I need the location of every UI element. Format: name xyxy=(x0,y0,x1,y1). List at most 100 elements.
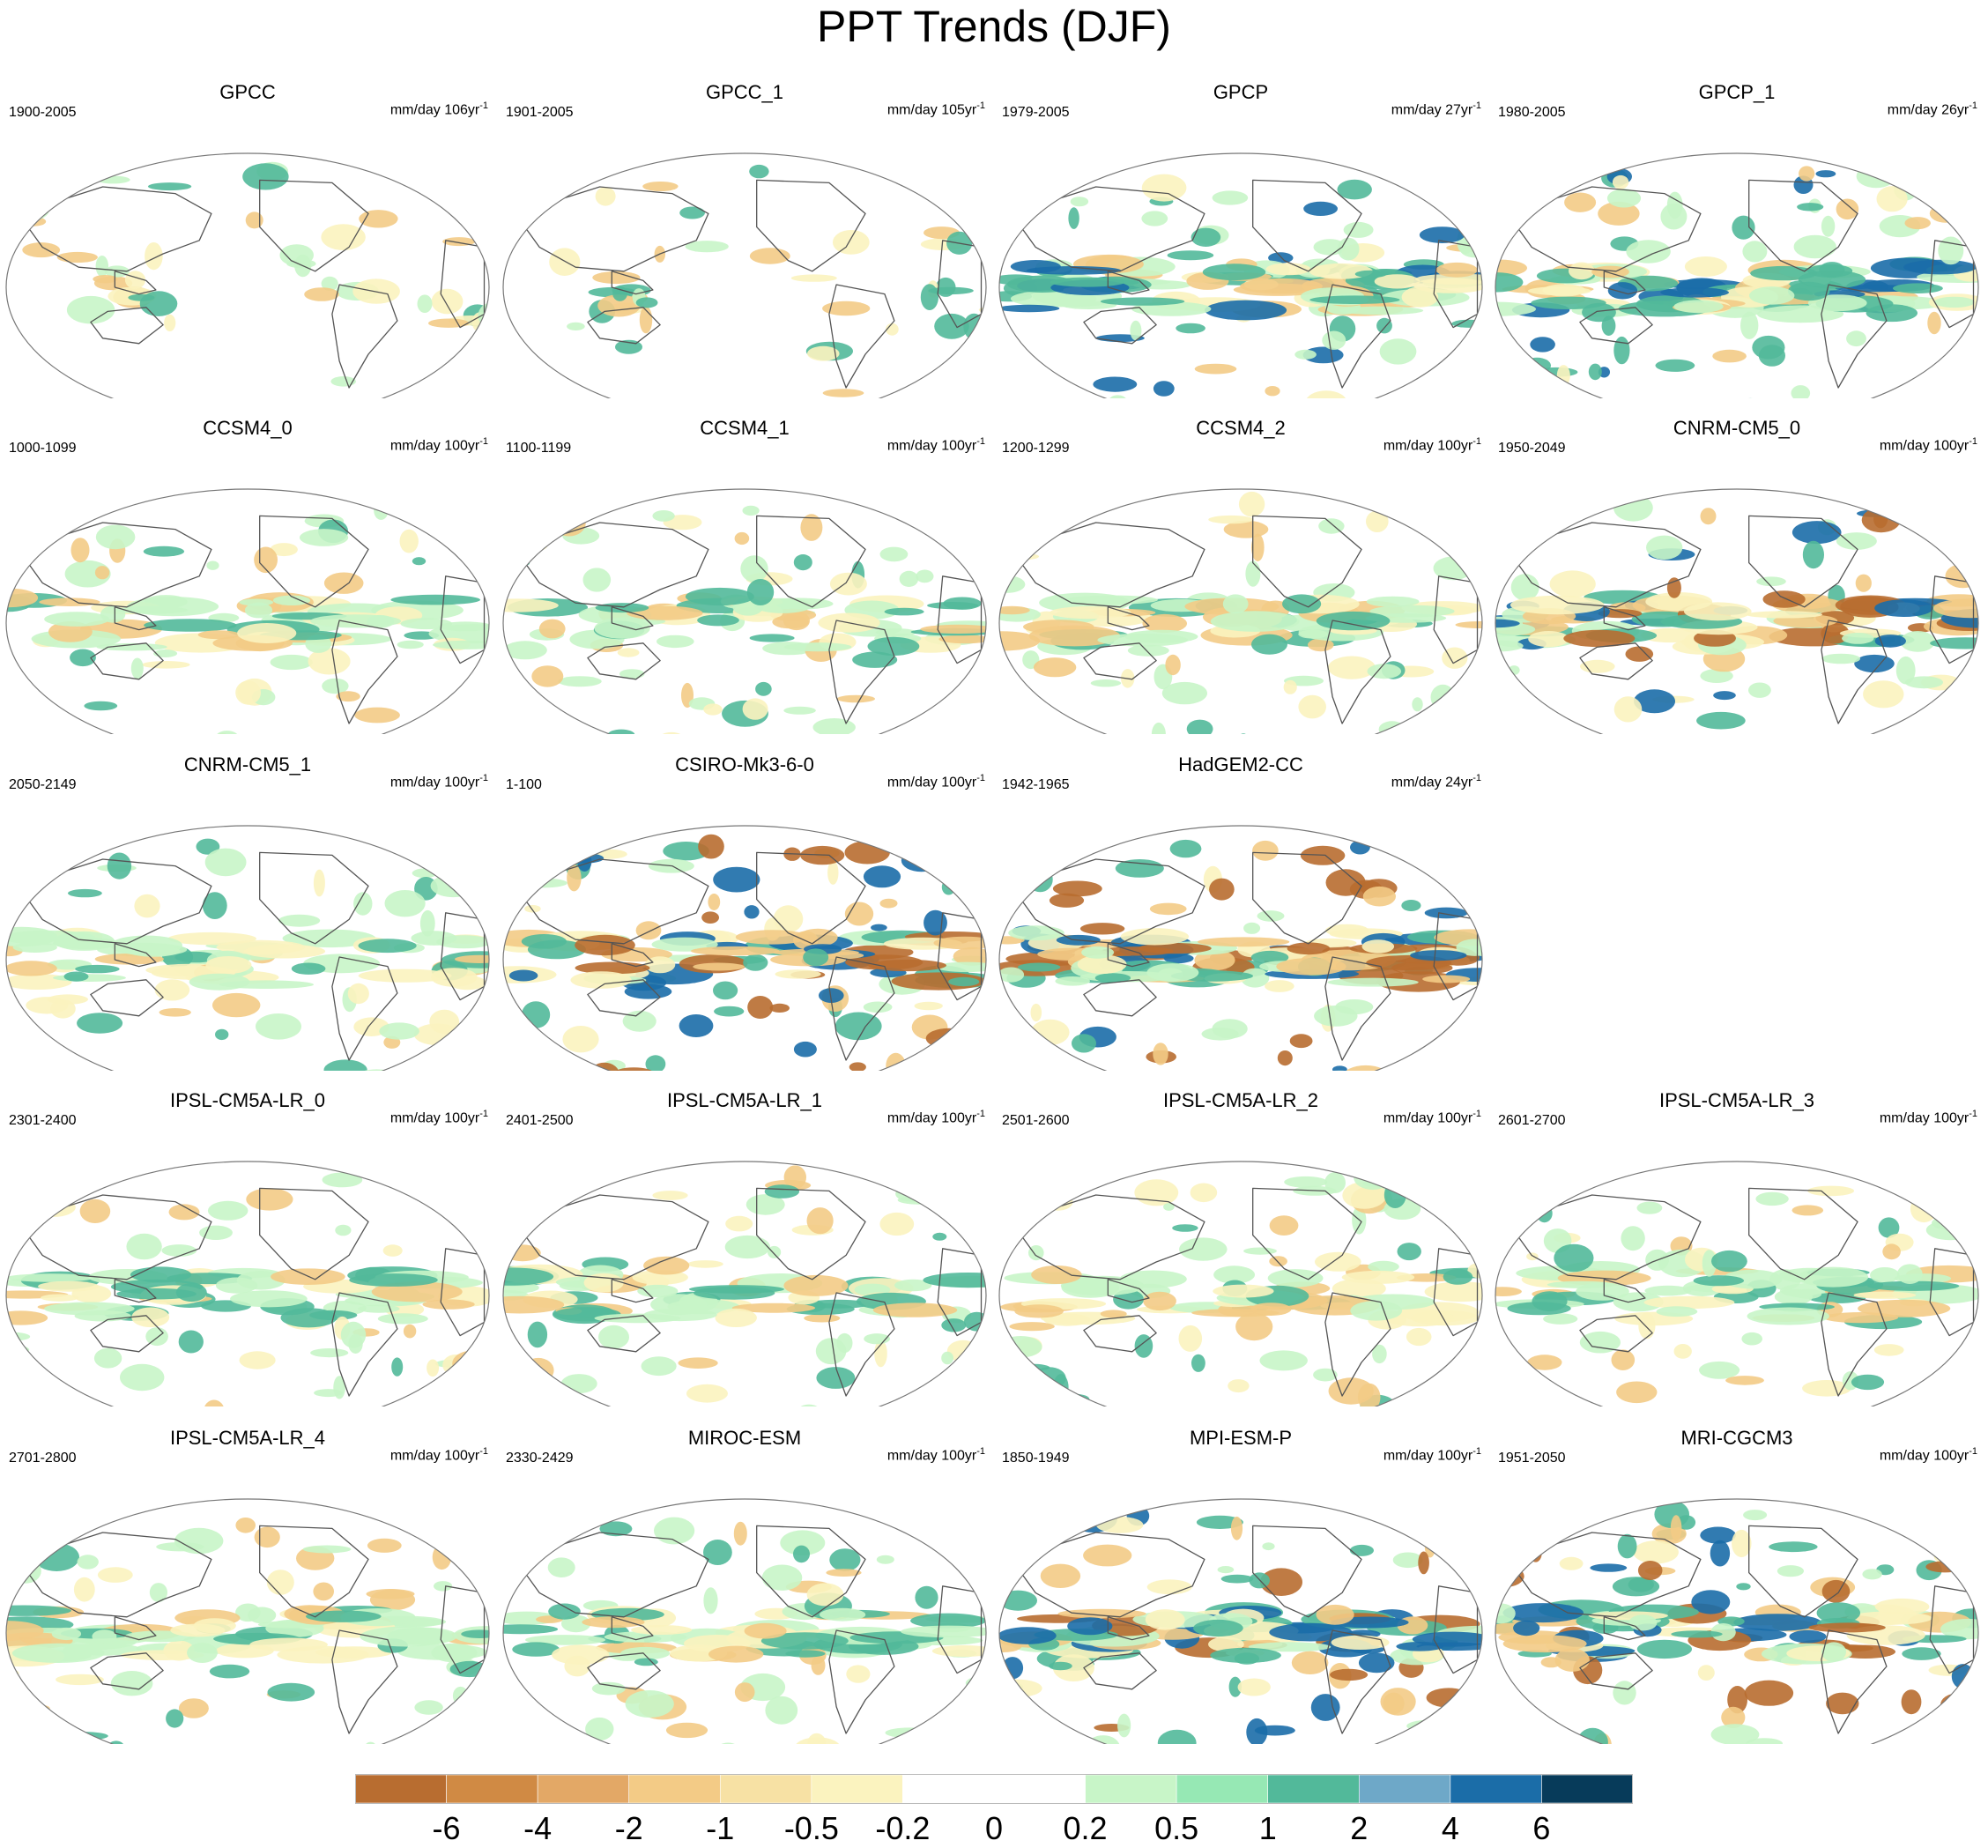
trend-blob xyxy=(1178,1325,1203,1352)
trend-blob xyxy=(687,1260,723,1268)
colorbar-swatch xyxy=(811,1774,903,1804)
trend-blob xyxy=(1893,283,1943,293)
trend-blob xyxy=(999,304,1060,313)
trend-blob xyxy=(1746,611,1823,619)
trend-blob xyxy=(527,1321,548,1348)
colorbar-swatch xyxy=(1176,1774,1269,1804)
coastline xyxy=(611,606,654,631)
trend-blob xyxy=(44,612,110,627)
trend-blob xyxy=(827,860,839,885)
trend-blob xyxy=(92,1629,117,1644)
trend-blob xyxy=(1836,532,1877,550)
trend-blob xyxy=(1795,1288,1822,1299)
trend-blob xyxy=(161,1244,197,1257)
trend-blob xyxy=(503,641,547,660)
coastline xyxy=(18,1194,212,1280)
trend-blob xyxy=(187,1643,218,1663)
trend-blob xyxy=(1002,1657,1024,1680)
trend-blob xyxy=(1523,357,1551,374)
trend-blob xyxy=(1262,1542,1275,1551)
trend-field xyxy=(1495,489,1978,734)
trend-blob xyxy=(1747,1307,1829,1325)
trend-blob xyxy=(733,1521,747,1546)
trend-blob xyxy=(145,242,163,271)
colorbar-swatch xyxy=(446,1774,538,1804)
trend-blob xyxy=(783,642,852,652)
trend-blob xyxy=(1322,330,1346,350)
trend-blob xyxy=(532,492,559,519)
trend-blob xyxy=(679,206,705,219)
coastline xyxy=(515,1194,709,1280)
trend-blob xyxy=(1660,287,1729,298)
trend-blob xyxy=(1612,1577,1660,1597)
colorbar-swatch xyxy=(1450,1774,1542,1804)
trend-blob xyxy=(77,1013,123,1034)
trend-blob xyxy=(126,1233,162,1260)
trend-blob xyxy=(780,1530,826,1555)
trend-blob xyxy=(1791,385,1811,398)
trend-blob xyxy=(1235,1312,1273,1341)
trend-blob xyxy=(270,543,298,557)
trend-blob xyxy=(811,1655,826,1675)
colorbar-tick-label: 2 xyxy=(1350,1810,1369,1846)
trend-blob xyxy=(110,1671,153,1696)
trend-blob xyxy=(1855,574,1872,592)
trend-blob xyxy=(819,988,844,1003)
trend-blob xyxy=(1193,1619,1243,1637)
trend-blob xyxy=(644,956,676,974)
trend-blob xyxy=(399,529,419,553)
trend-blob xyxy=(97,1567,133,1583)
trend-blob xyxy=(249,1637,328,1651)
trend-blob xyxy=(1495,1549,1512,1568)
trend-field xyxy=(999,1499,1482,1744)
panel-units: mm/day 100yr-1 xyxy=(389,436,488,454)
trend-blob xyxy=(1412,697,1423,712)
trend-blob xyxy=(1260,1568,1302,1596)
trend-blob xyxy=(1303,201,1338,216)
coastline xyxy=(756,851,866,945)
trend-blob xyxy=(6,1053,40,1071)
trend-blob xyxy=(412,557,427,566)
trend-blob xyxy=(1742,241,1768,263)
trend-blob xyxy=(1117,1713,1131,1738)
trend-blob xyxy=(941,1318,967,1332)
trend-blob xyxy=(26,997,69,1014)
trend-blob xyxy=(625,1690,674,1718)
trend-blob xyxy=(800,514,823,541)
trend-blob xyxy=(1454,863,1481,887)
trend-blob xyxy=(749,634,795,642)
trend-blob xyxy=(575,934,635,956)
coastline xyxy=(515,186,709,272)
trend-blob xyxy=(1606,189,1642,208)
map-outline xyxy=(998,825,1483,1071)
trend-blob xyxy=(1513,1620,1540,1636)
trend-blob xyxy=(347,983,369,1005)
trend-blob xyxy=(1559,1556,1584,1570)
trend-blob xyxy=(807,1733,827,1744)
trend-blob xyxy=(340,1321,367,1348)
trend-blob xyxy=(330,376,357,387)
trend-blob xyxy=(560,1374,597,1394)
trend-blob xyxy=(1947,354,1978,368)
trend-blob xyxy=(1806,263,1853,278)
trend-blob xyxy=(846,1665,871,1683)
coastline xyxy=(756,1187,866,1280)
trend-blob xyxy=(1693,1275,1744,1287)
trend-blob xyxy=(1616,1381,1658,1404)
panel-units: mm/day 26yr-1 xyxy=(1887,100,1977,118)
trend-blob xyxy=(1179,1237,1228,1261)
panel-period: 1950-2049 xyxy=(1498,441,1566,456)
trend-field xyxy=(999,826,1482,1071)
trend-blob xyxy=(713,981,738,1000)
coastline xyxy=(1748,1525,1858,1618)
trend-blob xyxy=(1915,1725,1953,1744)
trend-blob xyxy=(6,961,57,976)
trend-blob xyxy=(1217,1566,1235,1574)
trend-blob xyxy=(1712,349,1747,363)
trend-blob xyxy=(1901,1689,1922,1715)
trend-blob xyxy=(1265,263,1311,276)
coastline xyxy=(18,522,212,608)
panel-units: mm/day 100yr-1 xyxy=(886,1446,985,1464)
trend-blob xyxy=(512,1642,560,1657)
trend-field xyxy=(6,153,489,398)
